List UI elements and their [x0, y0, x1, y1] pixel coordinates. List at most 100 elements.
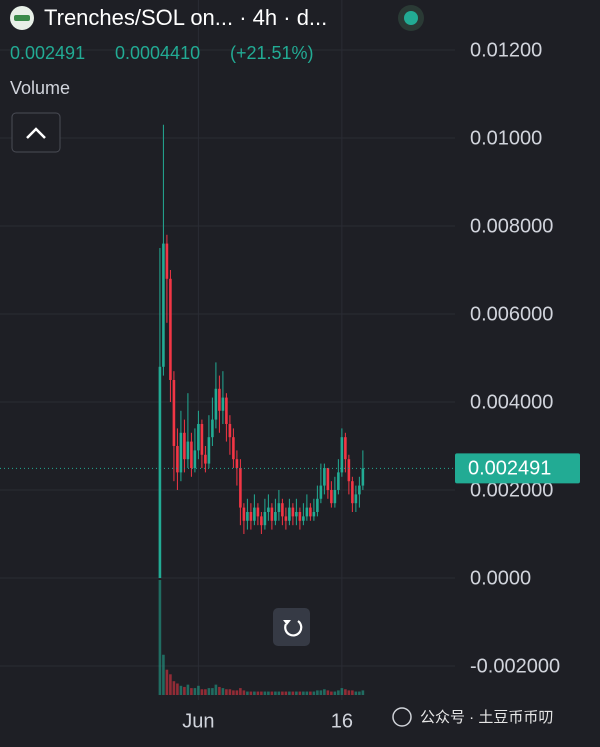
candle-body	[228, 423, 232, 438]
candle-body	[312, 511, 316, 517]
candle-body	[267, 507, 270, 512]
candle-body	[239, 467, 242, 508]
candle-body	[162, 243, 165, 367]
volume-bar	[312, 691, 316, 695]
volume-bar	[225, 689, 228, 695]
candle-body	[274, 511, 277, 521]
volume-bar	[204, 689, 207, 695]
volume-bar	[179, 685, 183, 695]
candle-body	[214, 388, 218, 420]
watermark: 公众号 · 土豆币币叨	[420, 709, 553, 726]
candle-body	[330, 489, 333, 504]
volume-bar	[302, 691, 305, 695]
volume-bar	[221, 688, 225, 695]
candle-body	[316, 498, 319, 512]
candle-body	[183, 432, 186, 460]
reset-button[interactable]	[273, 608, 310, 646]
candle-body	[288, 507, 291, 521]
candle-body	[235, 459, 239, 468]
volume-bar	[211, 688, 214, 695]
volume-bar	[232, 690, 235, 695]
volume-bar	[169, 674, 172, 695]
candle-body	[225, 397, 228, 424]
volume-bar	[256, 691, 260, 695]
volume-bar	[330, 691, 333, 695]
volume-bar	[277, 691, 281, 695]
volume-bar	[193, 688, 197, 695]
candle-body	[169, 278, 172, 380]
reset-icon-arrow	[283, 620, 291, 625]
volume-bar	[186, 684, 190, 695]
candle-body	[277, 503, 281, 512]
volume-bar	[284, 691, 288, 695]
volume-bar	[319, 690, 323, 695]
candle-body	[176, 445, 179, 473]
candle-body	[263, 511, 267, 526]
volume-bar	[354, 691, 358, 695]
candle-body	[323, 467, 326, 486]
x-tick-label: Jun	[182, 710, 214, 732]
volume-bar	[309, 691, 312, 695]
candle-body	[246, 511, 249, 521]
volume-bar	[361, 690, 365, 695]
candle-body	[351, 481, 354, 504]
volume-bar	[326, 690, 330, 695]
volume-bar	[260, 691, 263, 695]
candle-body	[221, 397, 225, 411]
token-logo-mark	[14, 15, 30, 21]
volume-bar	[165, 669, 169, 695]
y-tick-label: 0.004000	[470, 391, 553, 413]
last-price-label: 0.002491	[468, 458, 551, 480]
candle-body	[165, 243, 169, 279]
candle-body	[347, 459, 351, 482]
volume-bar	[281, 691, 284, 695]
volume-bar	[347, 690, 351, 695]
volume-bar	[270, 691, 274, 695]
volume-bar	[158, 580, 162, 695]
candle-body	[242, 507, 246, 521]
volume-bar	[214, 684, 218, 695]
reset-icon	[284, 620, 303, 637]
volume-bar	[305, 691, 309, 695]
candle-body	[200, 423, 204, 455]
volume-bar	[267, 691, 270, 695]
volume-bar	[274, 691, 277, 695]
candle-body	[186, 441, 190, 460]
volume-bar	[295, 691, 298, 695]
candle-body	[204, 454, 207, 464]
candle-body	[207, 437, 211, 464]
plot: 0.01200 0.01000 0.008000 0.006000 0.004000 0.…	[0, 0, 580, 732]
pair-title[interactable]: Trenches/SOL on... · 4h · d...	[44, 5, 327, 30]
candle-body	[270, 507, 274, 521]
candle-body	[305, 507, 309, 517]
candle-body	[302, 516, 305, 521]
candle-body	[197, 423, 200, 451]
volume-label: Volume	[10, 78, 70, 98]
candle-body	[319, 485, 323, 499]
candle-body	[354, 494, 358, 504]
volume-bar	[333, 691, 337, 695]
volume-bar	[197, 685, 200, 695]
volume-bar	[351, 690, 354, 695]
y-tick-label: 0.0000	[470, 567, 531, 589]
candle-body	[281, 503, 284, 517]
candle-body	[249, 511, 253, 521]
collapse-icon	[26, 127, 46, 139]
candle-body	[190, 441, 193, 468]
volume-bar	[288, 691, 291, 695]
candle-body	[211, 419, 214, 438]
y-tick-label: 0.008000	[470, 215, 553, 237]
volume-bar	[358, 691, 361, 695]
collapse-button[interactable]	[11, 112, 61, 153]
volume-bar	[344, 689, 347, 695]
candle-body	[298, 511, 302, 521]
candle-body	[218, 388, 221, 411]
candle-body	[158, 366, 162, 578]
volume-bar	[291, 691, 295, 695]
volume-bar	[298, 691, 302, 695]
candle-body	[340, 437, 344, 473]
volume-bar	[176, 683, 179, 695]
volume-bar	[239, 688, 242, 695]
volume-bar	[207, 688, 211, 695]
volume-bar	[162, 654, 165, 695]
